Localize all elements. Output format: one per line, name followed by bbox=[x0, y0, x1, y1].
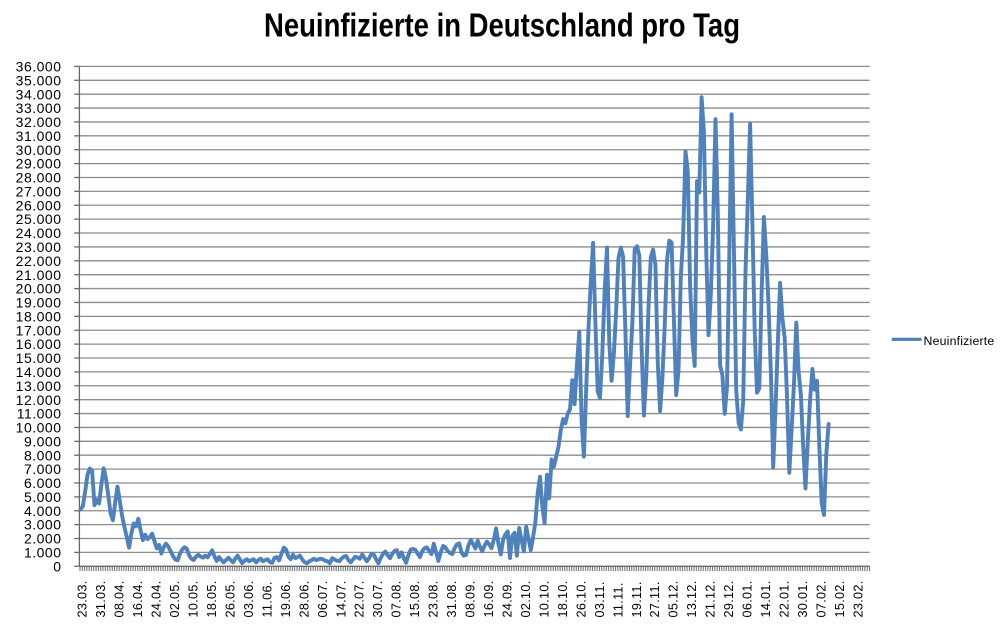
svg-text:30.01.: 30.01. bbox=[796, 580, 810, 617]
svg-text:19.000: 19.000 bbox=[16, 295, 62, 311]
svg-text:18.10.: 18.10. bbox=[556, 580, 570, 617]
svg-text:06.01.: 06.01. bbox=[741, 580, 755, 617]
svg-text:16.000: 16.000 bbox=[16, 336, 62, 352]
svg-text:03.06.: 03.06. bbox=[242, 580, 256, 617]
svg-text:0: 0 bbox=[53, 558, 61, 574]
svg-text:15.000: 15.000 bbox=[16, 350, 62, 366]
svg-text:15.02.: 15.02. bbox=[833, 580, 847, 617]
svg-text:19.11.: 19.11. bbox=[630, 581, 644, 617]
svg-text:17.000: 17.000 bbox=[16, 322, 62, 338]
svg-text:25.000: 25.000 bbox=[16, 211, 62, 227]
svg-text:13.12.: 13.12. bbox=[685, 580, 699, 617]
svg-text:27.11.: 27.11. bbox=[648, 581, 662, 617]
svg-text:22.000: 22.000 bbox=[16, 253, 62, 269]
svg-text:30.07.: 30.07. bbox=[371, 580, 385, 617]
svg-text:08.04.: 08.04. bbox=[113, 580, 127, 617]
svg-text:31.08.: 31.08. bbox=[445, 580, 459, 617]
svg-text:16.09.: 16.09. bbox=[482, 580, 496, 617]
svg-text:24.04.: 24.04. bbox=[150, 580, 164, 617]
svg-text:22.07.: 22.07. bbox=[353, 580, 367, 617]
svg-text:26.000: 26.000 bbox=[16, 197, 62, 213]
svg-text:23.000: 23.000 bbox=[16, 239, 62, 255]
svg-text:11.06.: 11.06. bbox=[260, 581, 274, 617]
svg-text:07.08.: 07.08. bbox=[390, 580, 404, 617]
svg-text:34.000: 34.000 bbox=[16, 86, 62, 102]
svg-text:28.000: 28.000 bbox=[16, 170, 62, 186]
svg-text:33.000: 33.000 bbox=[16, 100, 62, 116]
svg-text:21.12.: 21.12. bbox=[704, 580, 718, 617]
svg-text:26.10.: 26.10. bbox=[574, 580, 588, 617]
svg-text:9.000: 9.000 bbox=[24, 433, 62, 449]
svg-text:Neuinfizierte: Neuinfizierte bbox=[924, 334, 995, 348]
svg-text:02.10.: 02.10. bbox=[519, 580, 533, 617]
svg-text:19.06.: 19.06. bbox=[279, 580, 293, 617]
svg-text:28.06.: 28.06. bbox=[297, 580, 311, 617]
svg-text:22.01.: 22.01. bbox=[778, 580, 792, 617]
svg-text:05.12.: 05.12. bbox=[667, 580, 681, 617]
svg-text:23.03.: 23.03. bbox=[76, 580, 90, 617]
svg-text:07.02.: 07.02. bbox=[815, 580, 829, 617]
svg-text:08.09.: 08.09. bbox=[464, 580, 478, 617]
svg-text:14.07.: 14.07. bbox=[334, 580, 348, 617]
svg-text:11.11.: 11.11. bbox=[611, 582, 625, 617]
svg-text:16.04.: 16.04. bbox=[131, 580, 145, 617]
svg-text:18.000: 18.000 bbox=[16, 309, 62, 325]
svg-text:31.000: 31.000 bbox=[16, 128, 62, 144]
svg-text:10.000: 10.000 bbox=[16, 420, 62, 436]
svg-text:10.05.: 10.05. bbox=[187, 580, 201, 617]
svg-text:03.11.: 03.11. bbox=[593, 581, 607, 617]
svg-text:29.12.: 29.12. bbox=[722, 580, 736, 617]
svg-text:14.01.: 14.01. bbox=[759, 580, 773, 617]
svg-text:24.09.: 24.09. bbox=[501, 580, 515, 617]
svg-text:13.000: 13.000 bbox=[16, 378, 62, 394]
svg-text:12.000: 12.000 bbox=[16, 392, 62, 408]
svg-text:14.000: 14.000 bbox=[16, 364, 62, 380]
svg-text:23.02.: 23.02. bbox=[851, 580, 865, 617]
svg-text:7.000: 7.000 bbox=[24, 461, 62, 477]
svg-text:06.07.: 06.07. bbox=[316, 580, 330, 617]
svg-text:36.000: 36.000 bbox=[16, 59, 62, 75]
svg-text:10.10.: 10.10. bbox=[537, 580, 551, 617]
svg-text:6.000: 6.000 bbox=[24, 475, 62, 491]
svg-text:4.000: 4.000 bbox=[24, 503, 62, 519]
svg-text:20.000: 20.000 bbox=[16, 281, 62, 297]
svg-text:11.000: 11.000 bbox=[17, 406, 62, 422]
svg-text:1.000: 1.000 bbox=[24, 545, 62, 561]
svg-text:32.000: 32.000 bbox=[16, 114, 62, 130]
svg-text:Neuinfizierte in Deutschland p: Neuinfizierte in Deutschland pro Tag bbox=[264, 7, 740, 44]
svg-text:3.000: 3.000 bbox=[24, 517, 62, 533]
svg-text:27.000: 27.000 bbox=[16, 184, 62, 200]
svg-text:18.05.: 18.05. bbox=[205, 580, 219, 617]
svg-text:24.000: 24.000 bbox=[16, 225, 62, 241]
svg-text:8.000: 8.000 bbox=[24, 447, 62, 463]
svg-text:30.000: 30.000 bbox=[16, 142, 62, 158]
svg-text:02.05.: 02.05. bbox=[168, 580, 182, 617]
svg-text:35.000: 35.000 bbox=[16, 72, 62, 88]
svg-text:31.03.: 31.03. bbox=[94, 580, 108, 617]
svg-text:5.000: 5.000 bbox=[24, 489, 62, 505]
svg-text:23.08.: 23.08. bbox=[427, 580, 441, 617]
svg-text:2.000: 2.000 bbox=[24, 531, 62, 547]
svg-text:29.000: 29.000 bbox=[16, 156, 62, 172]
svg-text:21.000: 21.000 bbox=[16, 267, 62, 283]
svg-text:15.08.: 15.08. bbox=[408, 580, 422, 617]
svg-text:26.05.: 26.05. bbox=[224, 580, 238, 617]
